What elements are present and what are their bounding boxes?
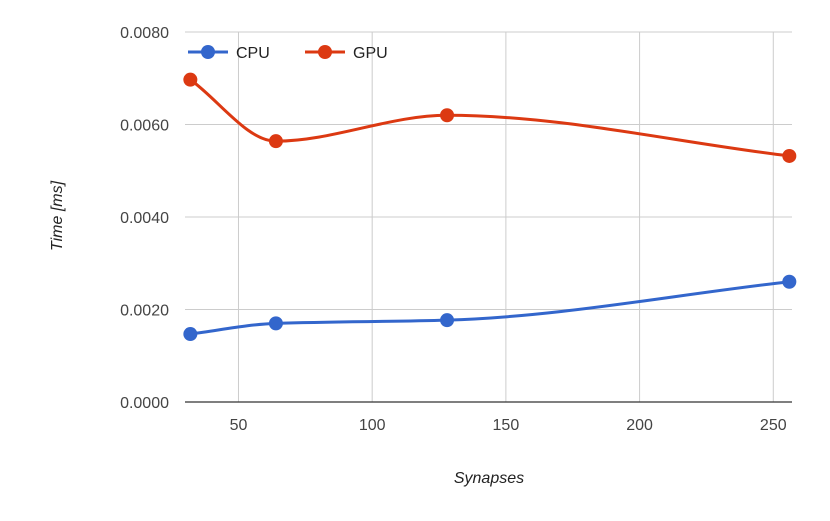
grid: [185, 31, 792, 402]
gpu-data-point: [440, 108, 455, 123]
cpu-legend-marker: [201, 45, 215, 59]
x-tick-label: 250: [760, 417, 787, 434]
gpu-legend-label: GPU: [353, 45, 388, 62]
y-tick-label: 0.0020: [120, 303, 169, 320]
legend: CPU GPU: [188, 45, 388, 62]
x-tick-label: 200: [626, 417, 653, 434]
x-axis-title: Synapses: [454, 470, 524, 487]
y-axis-title: Time [ms]: [49, 180, 66, 251]
cpu-data-point: [268, 316, 283, 331]
axes: 0.0000 0.0020 0.0040 0.0060 0.0080 50 100 150 20…: [120, 25, 792, 434]
cpu-legend-label: CPU: [236, 45, 270, 62]
y-tick-label: 0.0000: [120, 395, 169, 412]
series: [183, 72, 797, 342]
cpu-data-point: [782, 274, 797, 289]
x-tick-label: 150: [493, 417, 520, 434]
cpu-data-point: [440, 313, 455, 328]
cpu-series-line: [190, 280, 790, 336]
y-tick-label: 0.0080: [120, 25, 169, 42]
cpu-data-point: [183, 327, 198, 342]
gpu-data-point: [268, 134, 283, 149]
gpu-legend-marker: [318, 45, 332, 59]
y-tick-label: 0.0060: [120, 118, 169, 135]
gpu-series-line: [189, 78, 790, 158]
gpu-data-point: [183, 72, 198, 87]
x-tick-label: 50: [230, 417, 248, 434]
x-tick-label: 100: [359, 417, 386, 434]
gpu-data-point: [782, 148, 797, 163]
y-tick-label: 0.0040: [120, 210, 169, 227]
